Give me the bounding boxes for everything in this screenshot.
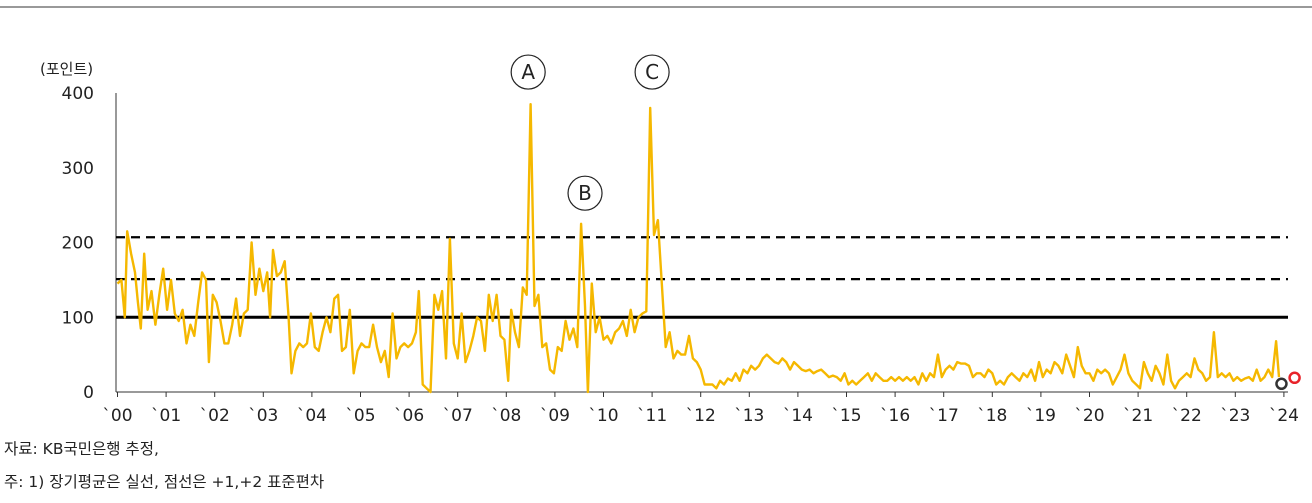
x-tick-label: `16 xyxy=(880,406,910,426)
y-tick-label: 200 xyxy=(62,234,94,254)
x-tick-label: `20 xyxy=(1074,406,1104,426)
x-tick-label: `03 xyxy=(248,406,278,426)
x-tick-label: `21 xyxy=(1123,406,1153,426)
x-tick-label: `23 xyxy=(1220,406,1250,426)
x-ticks: `00 `01 `02 `03 `04 `05 `06 `07 `08 `09 `10 `11 `12 `… xyxy=(102,392,1299,426)
x-tick-label: `13 xyxy=(734,406,764,426)
footnote: 주: 1) 장기평균은 실선, 점선은 +1,+2 표준편차 xyxy=(4,473,325,491)
x-tick-label: `05 xyxy=(345,406,375,426)
source-note: 자료: KB국민은행 추정, xyxy=(4,440,159,458)
x-tick-label: `08 xyxy=(491,406,521,426)
x-tick-label: `14 xyxy=(783,406,813,426)
x-tick-label: `02 xyxy=(200,406,230,426)
series-group xyxy=(116,103,1281,394)
annotations: A B C xyxy=(510,54,670,211)
x-tick-label: `04 xyxy=(297,406,327,426)
y-tick-label: 300 xyxy=(62,159,94,179)
y-ticks: 0 100 200 300 400 xyxy=(62,84,94,403)
x-tick-label: `06 xyxy=(394,406,424,426)
x-tick-label: `09 xyxy=(540,406,570,426)
x-tick-label: `17 xyxy=(929,406,959,426)
x-tick-label: `07 xyxy=(443,406,473,426)
annotation-circle xyxy=(634,54,670,90)
annotation-label: B xyxy=(578,181,592,205)
y-tick-label: 0 xyxy=(83,383,94,403)
x-tick-label: `00 xyxy=(102,406,132,426)
y-tick-label: 400 xyxy=(62,84,94,104)
x-tick-label: `22 xyxy=(1172,406,1202,426)
x-tick-label: `24 xyxy=(1269,406,1299,426)
x-tick-label: `11 xyxy=(637,406,667,426)
x-tick-label: `19 xyxy=(1026,406,1056,426)
y-axis-unit-label: (포인트) xyxy=(40,60,93,78)
end-marker xyxy=(1288,371,1301,385)
annotation-circle xyxy=(567,175,603,211)
reference-lines xyxy=(116,236,1288,319)
x-tick-label: `12 xyxy=(686,406,716,426)
x-tick-label: `15 xyxy=(831,406,861,426)
end-markers xyxy=(1275,371,1301,391)
annotation-label: A xyxy=(521,60,535,84)
end-marker xyxy=(1275,377,1288,391)
x-tick-label: `10 xyxy=(588,406,618,426)
y-tick-label: 100 xyxy=(62,308,94,328)
annotation-label: C xyxy=(645,60,659,84)
x-tick-label: `01 xyxy=(151,406,181,426)
series-line xyxy=(116,103,1281,394)
annotation-circle xyxy=(510,54,546,90)
x-tick-label: `18 xyxy=(977,406,1007,426)
